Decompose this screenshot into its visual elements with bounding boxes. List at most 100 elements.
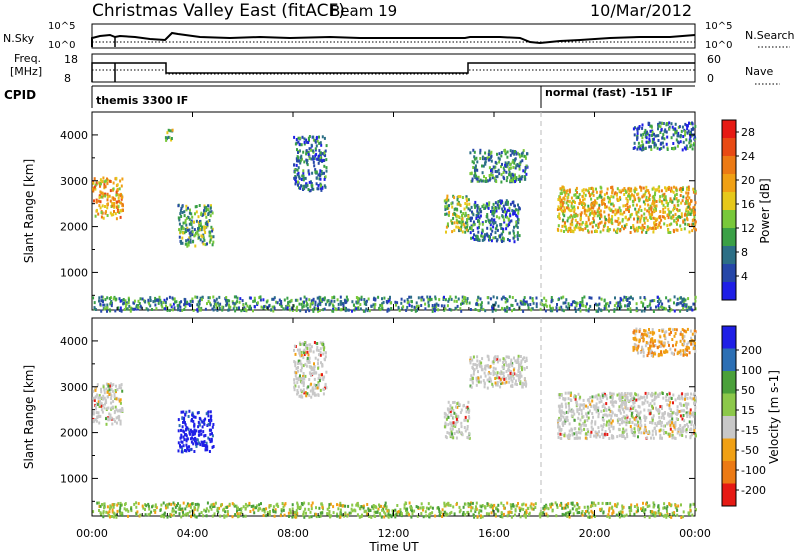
- data-cell: [648, 207, 651, 211]
- data-cell: [670, 222, 673, 226]
- data-cell: [100, 299, 103, 303]
- data-cell: [117, 196, 120, 200]
- data-cell: [469, 208, 472, 212]
- data-cell: [641, 148, 643, 152]
- data-cell: [476, 177, 479, 181]
- data-cell: [460, 221, 463, 225]
- data-cell: [303, 137, 306, 141]
- data-cell: [321, 135, 324, 139]
- data-cell: [582, 206, 585, 209]
- data-cell: [446, 204, 449, 208]
- data-cell: [689, 139, 692, 143]
- data-cell: [603, 432, 606, 436]
- data-cell: [207, 296, 210, 300]
- data-cell: [559, 436, 562, 440]
- data-cell: [655, 305, 657, 309]
- data-cell: [670, 331, 672, 334]
- data-cell: [189, 448, 192, 452]
- data-cell: [134, 307, 137, 311]
- data-cell: [558, 306, 561, 310]
- data-cell: [668, 343, 670, 347]
- data-cell: [374, 302, 377, 306]
- data-cell: [453, 221, 456, 225]
- data-cell: [460, 223, 463, 227]
- data-cell: [431, 304, 434, 307]
- data-cell: [666, 186, 669, 190]
- data-cell: [655, 408, 658, 412]
- data-cell: [449, 421, 452, 425]
- data-cell: [204, 243, 207, 247]
- data-cell: [558, 406, 561, 410]
- data-cell: [427, 304, 430, 308]
- data-cell: [187, 206, 189, 210]
- data-cell: [616, 435, 619, 439]
- data-cell: [578, 406, 581, 410]
- data-cell: [195, 443, 198, 446]
- data-cell: [579, 426, 582, 430]
- data-cell: [447, 423, 450, 427]
- data-cell: [471, 177, 474, 181]
- data-cell: [444, 205, 447, 209]
- data-cell: [195, 210, 198, 214]
- data-cell: [646, 334, 649, 338]
- data-cell: [609, 301, 612, 305]
- data-cell: [154, 299, 157, 302]
- data-cell: [494, 377, 497, 380]
- data-cell: [303, 343, 306, 347]
- data-cell: [312, 160, 315, 164]
- data-cell: [673, 436, 676, 440]
- data-cell: [447, 198, 450, 202]
- data-cell: [319, 169, 322, 173]
- nsearch-tick-bottom: 10^0: [705, 40, 732, 51]
- data-cell: [504, 381, 507, 385]
- data-cell: [403, 506, 406, 510]
- data-cell: [460, 302, 462, 306]
- data-cell: [639, 205, 642, 209]
- data-cell: [579, 436, 581, 440]
- data-cell: [564, 301, 567, 305]
- data-cell: [129, 306, 132, 310]
- data-cell: [669, 199, 672, 203]
- data-cell: [568, 404, 570, 408]
- data-cell: [610, 392, 613, 396]
- data-cell: [660, 405, 663, 408]
- data-cell: [314, 139, 317, 143]
- data-cell: [631, 199, 634, 203]
- data-cell: [595, 433, 598, 437]
- data-cell: [94, 396, 97, 400]
- data-cell: [583, 197, 586, 201]
- data-cell: [397, 307, 400, 311]
- data-cell: [691, 229, 694, 233]
- data-cell: [644, 398, 647, 402]
- data-cell: [519, 177, 521, 181]
- data-cell: [272, 297, 275, 301]
- data-cell: [337, 302, 340, 306]
- data-cell: [471, 358, 474, 362]
- data-cell: [692, 127, 695, 131]
- data-cell: [308, 156, 311, 160]
- data-cell: [672, 127, 675, 131]
- data-cell: [562, 201, 565, 205]
- data-cell: [675, 228, 678, 232]
- data-cell: [125, 301, 128, 305]
- data-cell: [524, 380, 527, 384]
- data-cell: [662, 215, 665, 219]
- data-cell: [161, 305, 164, 309]
- data-cell: [503, 237, 505, 241]
- data-cell: [293, 170, 296, 174]
- data-cell: [514, 208, 517, 212]
- data-cell: [457, 195, 460, 199]
- data-cell: [183, 308, 186, 311]
- data-cell: [644, 329, 647, 333]
- data-cell: [185, 208, 188, 212]
- data-cell: [309, 189, 312, 193]
- data-cell: [508, 173, 511, 177]
- data-cell: [672, 410, 675, 414]
- data-cell: [691, 121, 693, 125]
- data-cell: [484, 160, 487, 164]
- data-cell: [648, 335, 651, 339]
- data-cell: [318, 379, 321, 383]
- data-cell: [567, 216, 570, 220]
- data-cell: [691, 338, 693, 342]
- data-cell: [651, 433, 654, 437]
